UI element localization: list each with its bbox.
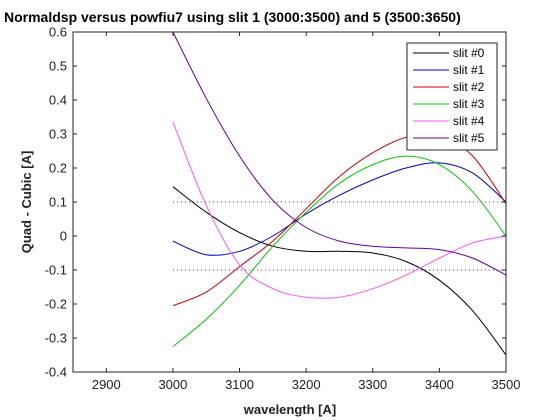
series-lines [172, 31, 507, 356]
y-tick-label: 0.4 [49, 93, 67, 108]
x-tick-label: 3200 [292, 377, 321, 392]
y-tick-label: 0 [60, 229, 67, 244]
y-axis-ticks: -0.4 -0.3 -0.2 -0.1 0 0.1 0.2 0.3 0.4 0.5 0.6 [45, 25, 506, 380]
legend-label-slit-4: slit #4 [453, 114, 485, 128]
legend-label-slit-1: slit #1 [453, 63, 485, 77]
y-axis-label: Quad - Cubic [A] [19, 151, 34, 254]
y-tick-label: 0.3 [49, 127, 67, 142]
series-line-slit-4 [172, 121, 507, 299]
x-tick-label: 3500 [492, 377, 521, 392]
x-tick-label: 3300 [358, 377, 387, 392]
x-tick-label: 3400 [425, 377, 454, 392]
legend: slit #0 slit #1 slit #2 slit #3 slit #4 slit … [406, 42, 498, 151]
y-tick-label: -0.2 [45, 297, 67, 312]
y-tick-label: -0.3 [45, 331, 67, 346]
series-line-slit-1 [172, 162, 507, 256]
y-tick-label: -0.1 [45, 263, 67, 278]
x-axis-ticks: 2900 3000 3100 3200 3300 3400 3500 [92, 32, 521, 392]
legend-label-slit-0: slit #0 [453, 46, 485, 60]
y-tick-label: 0.6 [49, 25, 67, 40]
x-axis-label: wavelength [A] [243, 402, 336, 417]
chart-title: Normaldsp versus powfiu7 using slit 1 (3… [4, 9, 461, 25]
x-tick-label: 3000 [158, 377, 187, 392]
legend-label-slit-3: slit #3 [453, 97, 485, 111]
y-tick-label: -0.4 [45, 365, 67, 380]
legend-label-slit-5: slit #5 [453, 131, 485, 145]
legend-label-slit-2: slit #2 [453, 80, 485, 94]
x-tick-label: 3100 [225, 377, 254, 392]
series-line-slit-3 [172, 155, 507, 347]
y-tick-label: 0.1 [49, 195, 67, 210]
series-line-slit-5 [172, 31, 507, 276]
x-tick-label: 2900 [92, 377, 121, 392]
y-tick-label: 0.2 [49, 161, 67, 176]
legend-box [406, 42, 498, 151]
series-line-slit-0 [172, 186, 507, 356]
y-tick-label: 0.5 [49, 59, 67, 74]
